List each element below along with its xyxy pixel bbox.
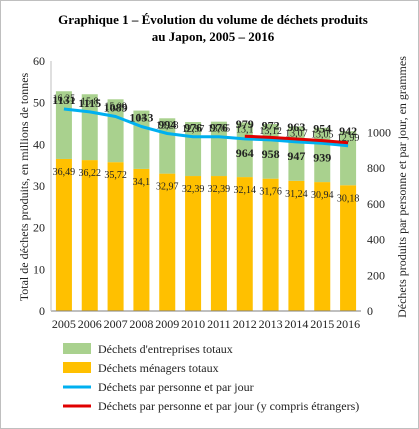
bar-value-label: 13,12: [259, 126, 282, 137]
x-tick-label: 2007: [104, 317, 128, 331]
y-left-tick-label: 30: [33, 179, 45, 193]
y-right-tick-label: 0: [367, 304, 373, 318]
line-value-label: 994: [158, 118, 176, 132]
bar-value-label: 12,99: [337, 133, 360, 144]
y-left-tick-label: 60: [33, 54, 45, 68]
y-axis-right-label: Déchets produits par personne et par jou…: [395, 56, 409, 318]
bar-menagers-2012: [236, 177, 253, 311]
bar-menagers-2008: [133, 168, 150, 311]
x-tick-label: 2008: [129, 317, 153, 331]
line-value-label: 964: [236, 146, 254, 160]
x-tick-label: 2009: [155, 317, 179, 331]
bar-value-label: 32,14: [234, 185, 257, 196]
bar-value-label: 15,8: [81, 96, 99, 107]
y-left-tick-label: 40: [33, 137, 45, 151]
chart-title-line1: Graphique 1 – Évolution du volume de déc…: [58, 12, 368, 27]
legend-label: Déchets d'entreprises totaux: [98, 342, 233, 356]
line-value-label: 954: [313, 122, 331, 136]
line-value-label: 976: [184, 121, 202, 135]
bar-value-label: 32,39: [182, 184, 205, 195]
legend-label: Déchets par personne et par jour: [98, 380, 254, 394]
bar-value-label: 34,1: [133, 177, 151, 188]
bar-value-label: 13,05: [208, 124, 231, 135]
bar-value-label: 31,24: [285, 189, 308, 200]
line-per-person-incl-foreigners: [244, 134, 349, 145]
bar-menagers-2013: [262, 178, 279, 311]
legend-label: Déchets ménagers totaux: [98, 361, 219, 375]
y-left-tick-label: 20: [33, 221, 45, 235]
line-per-person: [63, 107, 349, 148]
bar-menagers-2005: [55, 158, 72, 311]
y-left-tick-label: 0: [39, 304, 45, 318]
bar-value-label: 36,49: [53, 167, 76, 178]
line-value-label: 1115: [78, 96, 101, 110]
legend-swatch: [63, 362, 91, 373]
y-left-tick-label: 10: [33, 262, 45, 276]
bar-value-label: 32,39: [208, 184, 231, 195]
y-right-tick-label: 1000: [367, 125, 391, 139]
x-tick-label: 2013: [259, 317, 283, 331]
x-tick-label: 2005: [52, 317, 76, 331]
x-tick-label: 2010: [181, 317, 205, 331]
y-right-tick-label: 800: [367, 161, 385, 175]
y-right-tick-label: 200: [367, 268, 385, 282]
x-tick-label: 2014: [284, 317, 308, 331]
bar-value-label: 16,25: [53, 93, 76, 104]
x-tick-label: 2011: [207, 317, 231, 331]
bar-menagers-2007: [107, 162, 124, 311]
y-right-tick-label: 400: [367, 233, 385, 247]
x-tick-label: 2015: [310, 317, 334, 331]
bar-value-label: 31,76: [259, 187, 282, 198]
bar-value-label: 30,94: [311, 190, 334, 201]
line-value-label: 1033: [129, 111, 153, 125]
line-value-label: 976: [210, 121, 228, 135]
bar-value-label: 13,07: [285, 128, 308, 139]
line-value-label: 947: [287, 149, 305, 163]
bar-value-label: 30,18: [337, 193, 360, 204]
legend-swatch: [63, 343, 91, 354]
bar-value-label: 35,72: [104, 170, 127, 181]
line-value-label: 1131: [52, 93, 75, 107]
bar-value-label: 13,28: [156, 120, 179, 131]
x-tick-label: 2006: [78, 317, 102, 331]
bar-value-label: 32,97: [156, 182, 179, 193]
line-value-label: 963: [287, 120, 305, 134]
chart-title-line2: au Japon, 2005 – 2016: [152, 29, 275, 44]
line-value-label: 1089: [104, 101, 128, 115]
legend-label: Déchets par personne et par jour (y comp…: [98, 399, 359, 413]
y-left-tick-label: 50: [33, 96, 45, 110]
bar-value-label: 36,22: [79, 168, 102, 179]
bar-menagers-2010: [185, 176, 202, 311]
bar-menagers-2015: [314, 182, 331, 311]
bar-menagers-2011: [210, 176, 227, 311]
line-value-label: 939: [313, 150, 331, 164]
y-right-tick-label: 600: [367, 197, 385, 211]
x-tick-label: 2012: [233, 317, 257, 331]
bar-menagers-2016: [340, 185, 357, 311]
bar-value-label: 14: [136, 113, 146, 124]
line-value-label: 979: [236, 117, 254, 131]
bar-value-label: 13,1: [236, 125, 254, 136]
line-value-label: 972: [262, 118, 280, 132]
bar-menagers-2009: [159, 173, 176, 311]
x-tick-label: 2016: [336, 317, 360, 331]
bar-value-label: 13,05: [311, 130, 334, 141]
bar-value-label: 15,09: [104, 101, 127, 112]
line-value-label: 942: [339, 124, 357, 138]
y-axis-left-label: Total de déchets produits, en millions d…: [17, 72, 31, 301]
line-value-label: 958: [262, 147, 280, 161]
bar-menagers-2014: [288, 180, 305, 311]
bar-menagers-2006: [81, 160, 98, 311]
bar-value-label: 12,97: [182, 124, 205, 135]
